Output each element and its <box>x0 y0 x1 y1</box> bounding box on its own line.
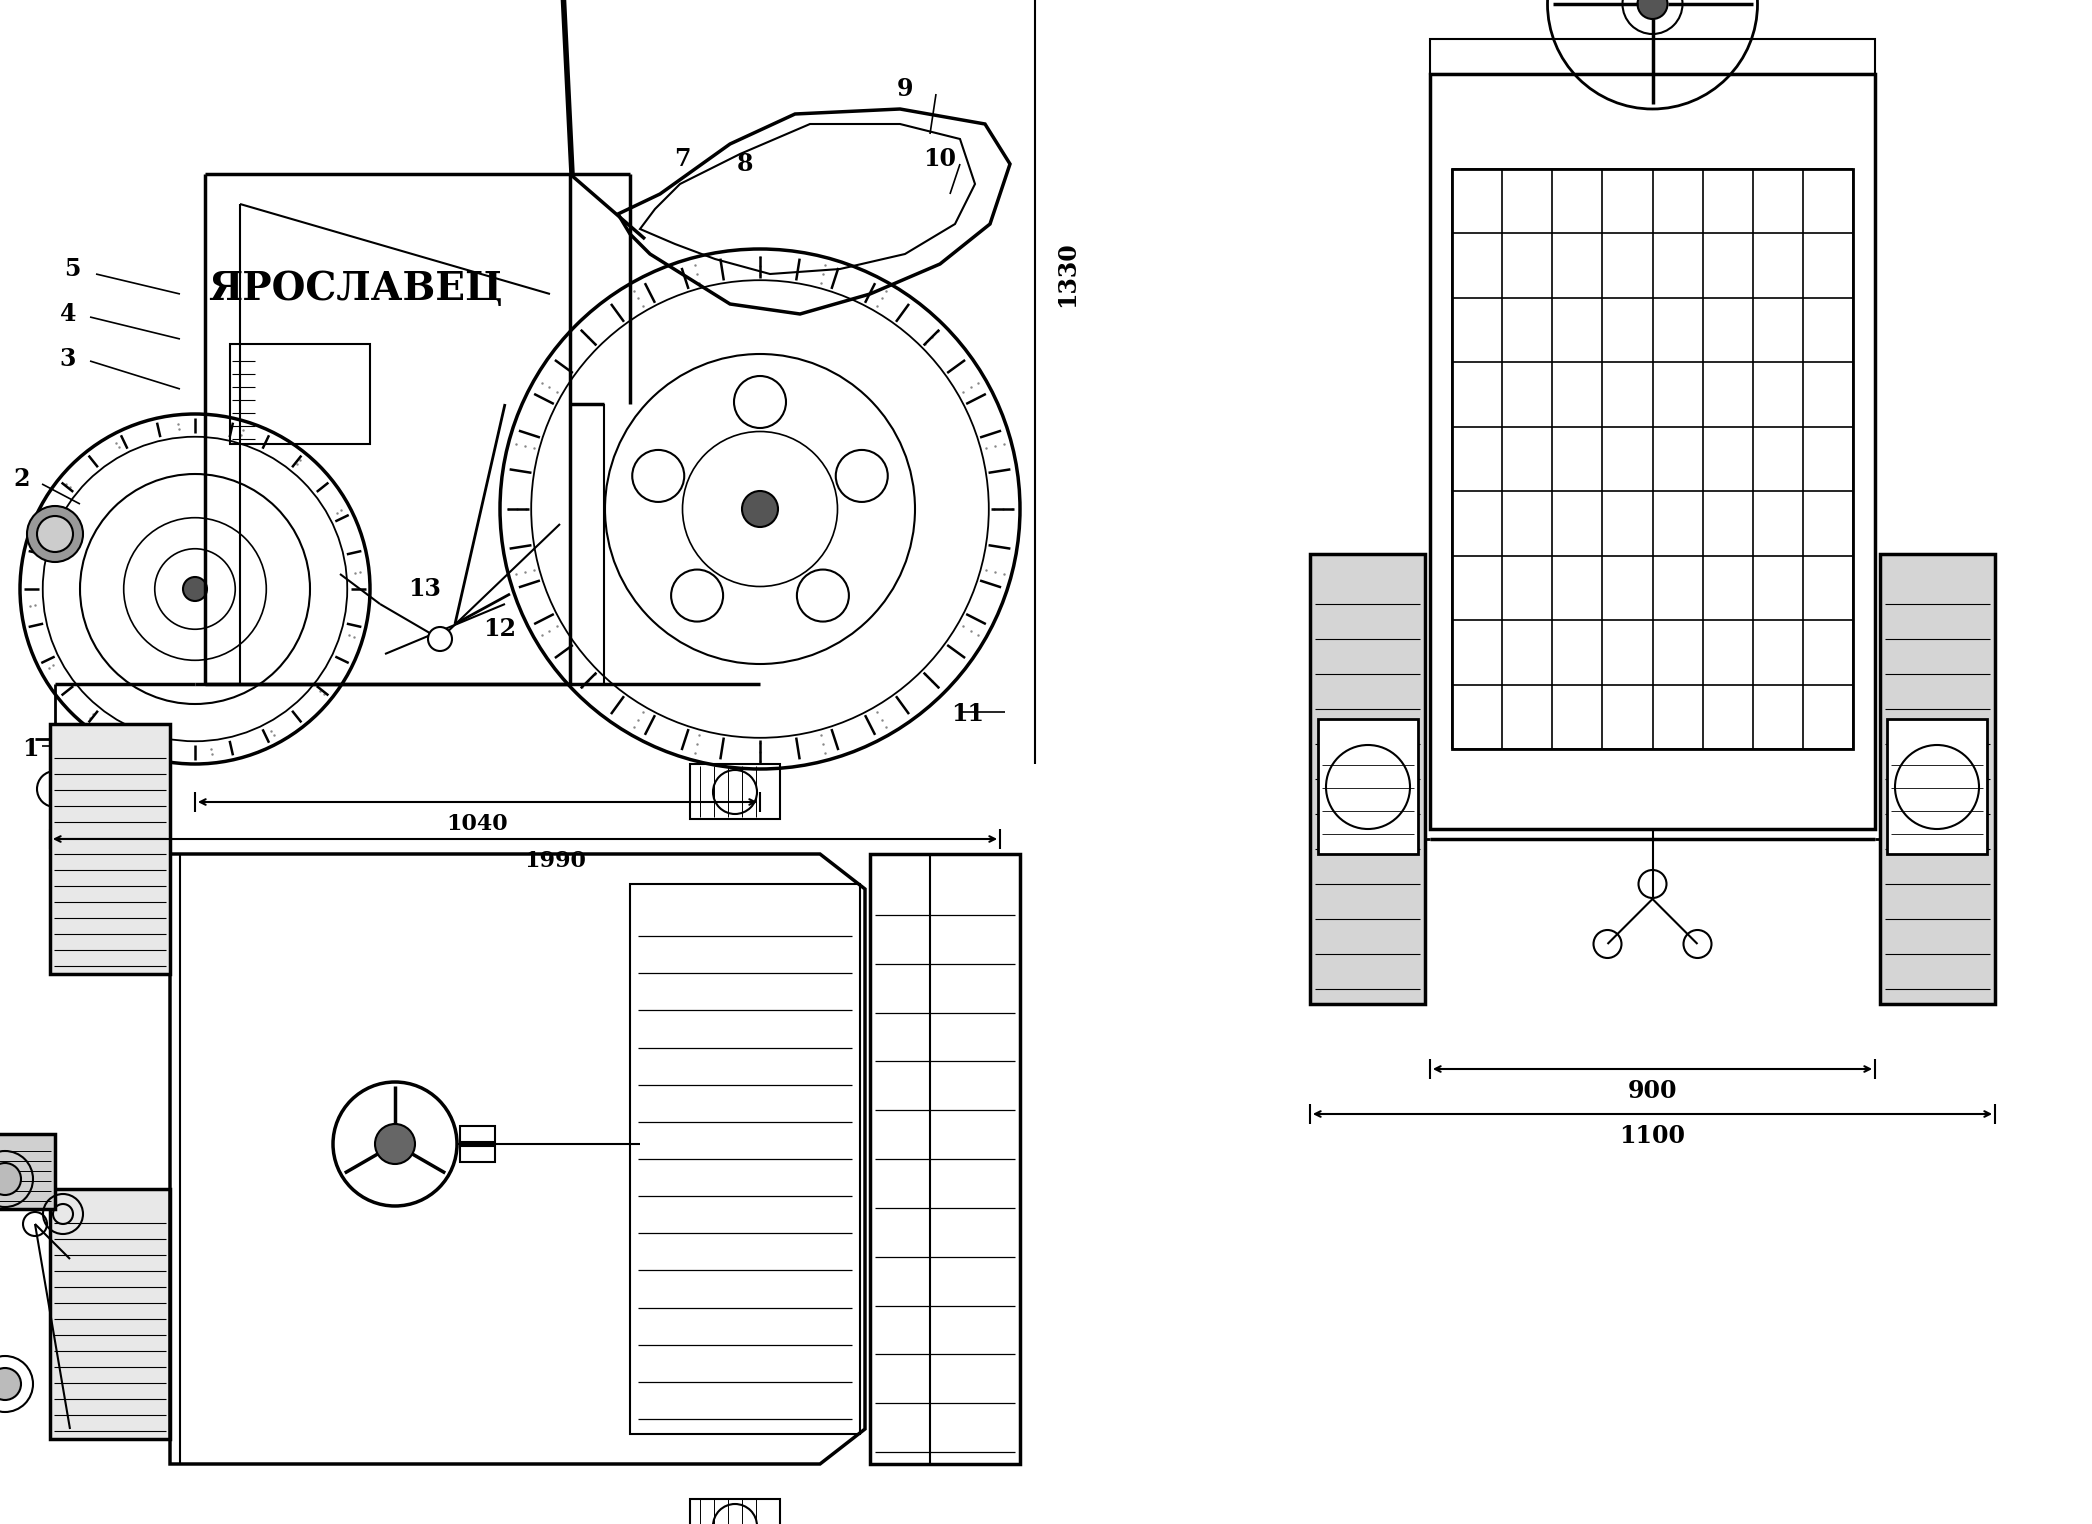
Bar <box>630 884 860 1434</box>
Bar <box>1310 555 1425 1004</box>
Bar <box>690 1500 780 1524</box>
Bar <box>230 344 370 443</box>
Bar <box>460 1126 496 1141</box>
Circle shape <box>1638 0 1667 18</box>
Text: 13: 13 <box>408 578 441 600</box>
Circle shape <box>743 491 778 527</box>
Circle shape <box>374 1125 414 1164</box>
Text: 1040: 1040 <box>448 812 508 835</box>
Circle shape <box>429 626 452 651</box>
Text: 2: 2 <box>15 466 29 491</box>
Text: 7: 7 <box>674 146 690 171</box>
Circle shape <box>0 1369 21 1401</box>
Bar <box>1318 719 1418 853</box>
Bar <box>1431 75 1874 829</box>
Bar <box>50 724 169 974</box>
Circle shape <box>182 578 207 600</box>
Text: 9: 9 <box>897 78 914 101</box>
Circle shape <box>38 517 73 552</box>
Text: 12: 12 <box>483 617 517 642</box>
Bar <box>870 853 1021 1465</box>
Text: 1330: 1330 <box>1054 241 1079 306</box>
Text: 1: 1 <box>21 738 38 760</box>
Text: 4: 4 <box>61 302 75 326</box>
Text: 900: 900 <box>1628 1079 1678 1103</box>
Bar <box>1452 169 1854 748</box>
Text: 5: 5 <box>65 258 79 280</box>
Text: 8: 8 <box>736 152 753 175</box>
Bar <box>460 1146 496 1161</box>
Text: 11: 11 <box>952 703 985 725</box>
Bar <box>1887 719 1987 853</box>
Bar <box>0 1134 54 1209</box>
Bar <box>690 764 780 818</box>
Bar <box>1881 555 1996 1004</box>
Bar <box>1431 40 1874 75</box>
Bar <box>50 1189 169 1439</box>
Circle shape <box>0 1163 21 1195</box>
Text: 1100: 1100 <box>1619 1125 1686 1148</box>
Text: 3: 3 <box>61 347 75 370</box>
Circle shape <box>27 506 84 562</box>
Text: 10: 10 <box>923 146 956 171</box>
Text: 1990: 1990 <box>525 850 586 872</box>
Text: ЯРОСЛАВЕЦ: ЯРОСЛАВЕЦ <box>207 270 502 308</box>
